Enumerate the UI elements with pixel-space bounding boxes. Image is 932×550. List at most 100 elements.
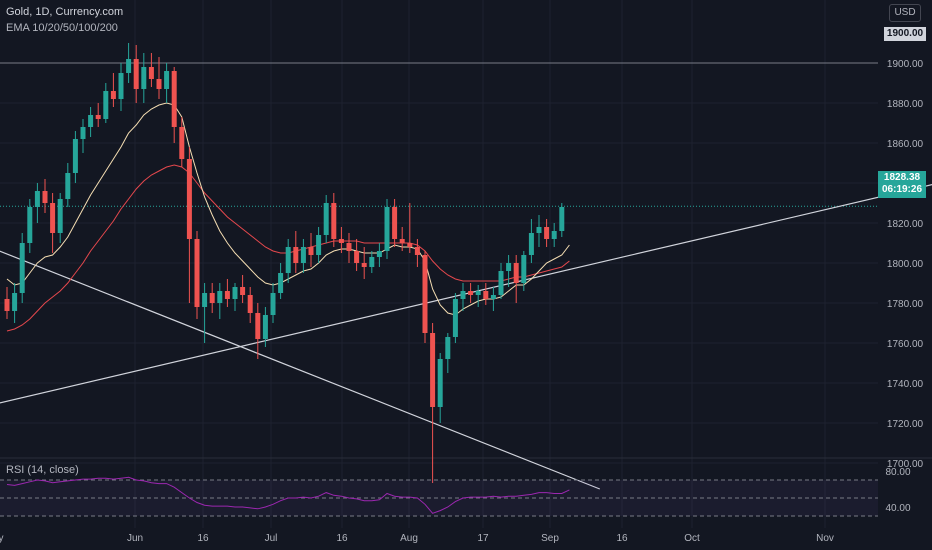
candle-body: [445, 337, 451, 359]
candle[interactable]: [270, 283, 276, 323]
candle[interactable]: [437, 353, 443, 423]
candle-body: [95, 115, 101, 119]
candle[interactable]: [422, 251, 428, 343]
candle[interactable]: [536, 215, 542, 247]
candle[interactable]: [12, 283, 18, 323]
candle[interactable]: [498, 263, 504, 299]
downtrend-line[interactable]: [0, 250, 601, 490]
candle[interactable]: [430, 323, 436, 483]
time-tick-label: Nov: [816, 533, 834, 544]
candle[interactable]: [376, 243, 382, 267]
candle[interactable]: [4, 287, 10, 319]
candle[interactable]: [354, 239, 360, 271]
candle[interactable]: [559, 203, 565, 237]
candles[interactable]: [4, 43, 565, 483]
candle-body: [88, 115, 94, 127]
uptrend-line[interactable]: [0, 177, 932, 404]
candle[interactable]: [331, 193, 337, 247]
candle[interactable]: [133, 45, 139, 103]
candle[interactable]: [414, 239, 420, 267]
candle[interactable]: [551, 223, 557, 247]
candle[interactable]: [148, 53, 154, 87]
candle-body: [278, 273, 284, 293]
price-tick-label: 1900.00: [887, 59, 924, 70]
candle[interactable]: [255, 303, 261, 359]
candle-body: [392, 207, 398, 239]
candle[interactable]: [278, 263, 284, 299]
candle-body: [536, 227, 542, 233]
candle-body: [338, 239, 344, 243]
candle[interactable]: [262, 307, 268, 347]
trend-lines[interactable]: [0, 177, 932, 490]
candle[interactable]: [141, 53, 147, 103]
candle[interactable]: [171, 67, 177, 143]
candle[interactable]: [490, 287, 496, 311]
candle[interactable]: [57, 193, 63, 243]
candle[interactable]: [384, 199, 390, 259]
candle[interactable]: [521, 251, 527, 291]
candle[interactable]: [361, 247, 367, 279]
rsi-label[interactable]: RSI (14, close): [6, 464, 79, 476]
candle[interactable]: [72, 131, 78, 183]
candle[interactable]: [50, 193, 56, 253]
candle[interactable]: [110, 73, 116, 107]
candle[interactable]: [217, 283, 223, 319]
candle[interactable]: [323, 195, 329, 243]
candle[interactable]: [34, 183, 40, 223]
time-axis[interactable]: May Jun 16 Jul 16 Aug 17 Sep 16 Oct Nov: [0, 533, 834, 544]
candle[interactable]: [126, 43, 132, 83]
candle-body: [331, 203, 337, 239]
candle[interactable]: [528, 219, 534, 263]
candle[interactable]: [285, 239, 291, 283]
candle[interactable]: [164, 63, 170, 103]
candle[interactable]: [293, 231, 299, 273]
candle[interactable]: [483, 283, 489, 305]
candle[interactable]: [460, 283, 466, 311]
time-tick-label: 16: [616, 533, 628, 544]
candle[interactable]: [544, 219, 550, 247]
candle[interactable]: [202, 283, 208, 343]
candle[interactable]: [118, 63, 124, 111]
price-tick-label: 1780.00: [887, 299, 924, 310]
price-axis[interactable]: 1700.00 1720.00 1740.00 1760.00 1780.00 1800.…: [885, 59, 923, 514]
candle[interactable]: [247, 287, 253, 323]
candle[interactable]: [103, 83, 109, 123]
candle[interactable]: [88, 107, 94, 137]
candle[interactable]: [186, 147, 192, 303]
candle-body: [34, 191, 40, 207]
candle[interactable]: [209, 283, 215, 313]
candle[interactable]: [95, 103, 101, 127]
candle[interactable]: [369, 251, 375, 273]
candle[interactable]: [506, 255, 512, 287]
candle[interactable]: [80, 119, 86, 153]
candle[interactable]: [338, 227, 344, 253]
candle[interactable]: [179, 117, 185, 167]
candle[interactable]: [513, 255, 519, 303]
candle[interactable]: [475, 285, 481, 307]
candle[interactable]: [194, 231, 200, 319]
candle-body: [376, 251, 382, 257]
candle[interactable]: [300, 239, 306, 273]
candle-body: [65, 173, 71, 199]
candle[interactable]: [232, 283, 238, 311]
candle[interactable]: [240, 275, 246, 303]
currency-button[interactable]: USD: [889, 4, 921, 22]
candle[interactable]: [399, 227, 405, 251]
candle-body: [179, 127, 185, 159]
candle[interactable]: [65, 163, 71, 207]
candle[interactable]: [156, 57, 162, 99]
candle[interactable]: [308, 233, 314, 267]
candle[interactable]: [392, 199, 398, 247]
candle[interactable]: [452, 293, 458, 343]
candle[interactable]: [27, 199, 33, 253]
candle[interactable]: [19, 233, 25, 303]
candle[interactable]: [42, 179, 48, 213]
candle[interactable]: [407, 203, 413, 253]
candle[interactable]: [316, 227, 322, 263]
candle[interactable]: [445, 333, 451, 373]
candle[interactable]: [468, 283, 474, 303]
indicator-label[interactable]: EMA 10/20/50/100/200: [6, 22, 118, 34]
candle[interactable]: [224, 279, 230, 307]
candle[interactable]: [346, 233, 352, 263]
